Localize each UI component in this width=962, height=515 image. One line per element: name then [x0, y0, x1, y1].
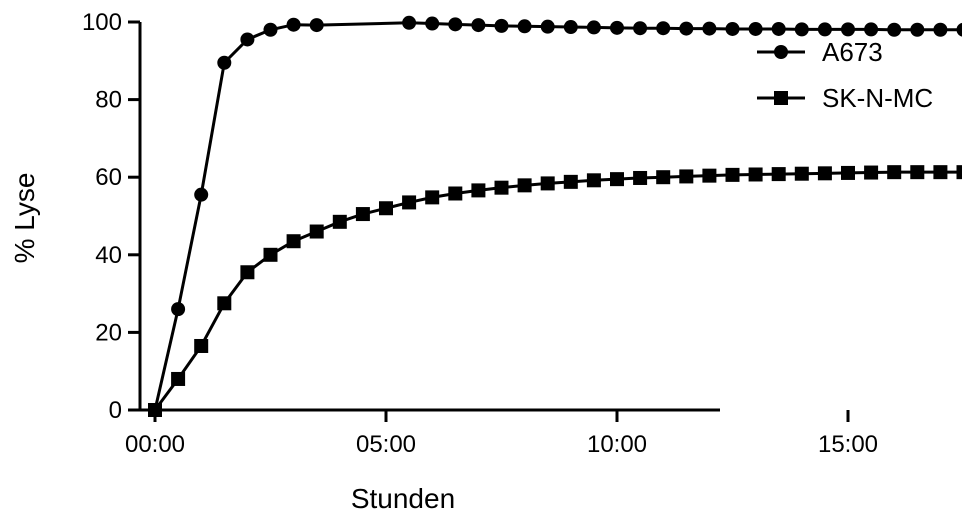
data-point: [194, 187, 209, 202]
data-point: [494, 18, 509, 33]
data-point: [702, 21, 717, 36]
data-point: [286, 234, 301, 249]
data-point: [425, 190, 440, 205]
data-point: [633, 21, 648, 36]
data-point: [910, 22, 925, 37]
data-point: [471, 18, 486, 33]
data-point: [494, 180, 509, 195]
data-point: [240, 32, 255, 47]
legend-item-a673: A673: [757, 37, 883, 67]
data-point: [610, 172, 624, 187]
data-point: [841, 165, 855, 180]
data-point: [910, 165, 925, 180]
data-point: [171, 371, 186, 386]
legend-item-sk-n-mc: SK-N-MC: [757, 83, 933, 113]
legend-marker: [774, 45, 788, 59]
data-point: [355, 207, 370, 222]
data-point: [379, 201, 393, 216]
y-tick-label: 100: [82, 9, 122, 36]
data-point: [286, 17, 301, 32]
data-point: [679, 169, 694, 184]
data-point: [263, 22, 278, 37]
data-point: [702, 168, 717, 183]
series-line: [153, 21, 962, 411]
legend-label: A673: [822, 37, 883, 67]
data-point: [448, 17, 463, 32]
legend-marker: [774, 91, 788, 105]
data-point: [217, 55, 232, 70]
data-point: [956, 22, 962, 37]
data-point: [148, 403, 162, 417]
data-point: [309, 18, 324, 33]
data-point: [240, 265, 255, 280]
x-tick-label: 05:00: [356, 431, 416, 458]
data-point: [817, 22, 832, 37]
data-point: [540, 19, 555, 34]
data-point: [956, 165, 962, 180]
data-point: [517, 19, 532, 34]
y-axis-title: % Lyse: [9, 173, 40, 264]
data-point: [540, 176, 555, 191]
data-point: [887, 22, 902, 37]
data-point: [171, 302, 186, 317]
y-tick-label: 0: [109, 397, 122, 424]
data-point: [864, 22, 879, 37]
data-point: [194, 338, 209, 353]
data-point: [217, 296, 232, 311]
data-point: [586, 173, 601, 188]
data-point: [332, 214, 347, 229]
series-line: [153, 170, 962, 411]
data-point: [656, 21, 671, 36]
data-point: [402, 15, 417, 30]
y-tick-label: 60: [95, 164, 122, 191]
data-point: [725, 21, 740, 36]
data-point: [633, 170, 648, 185]
data-point: [471, 183, 486, 198]
data-point: [817, 166, 832, 181]
data-point: [679, 21, 694, 36]
data-point: [841, 22, 855, 37]
data-point: [771, 167, 786, 182]
legend: A673 SK-N-MC: [757, 37, 933, 113]
data-point: [563, 20, 578, 35]
data-point: [794, 22, 809, 37]
data-point: [748, 21, 763, 36]
data-point: [933, 22, 948, 37]
data-point: [933, 165, 948, 180]
data-point: [610, 20, 624, 35]
x-tick-label: 15:00: [818, 431, 878, 458]
data-point: [425, 16, 440, 31]
plot-area: [148, 15, 962, 417]
data-point: [887, 165, 902, 180]
data-point: [725, 167, 740, 182]
x-axis-title: Stunden: [351, 483, 455, 514]
legend-label: SK-N-MC: [822, 83, 933, 113]
data-point: [448, 186, 463, 201]
y-tick-label: 20: [95, 319, 122, 346]
data-point: [309, 224, 324, 239]
x-tick-label: 00:00: [125, 431, 185, 458]
data-point: [586, 20, 601, 35]
data-point: [517, 178, 532, 193]
data-point: [263, 247, 278, 262]
data-point: [794, 166, 809, 181]
x-tick-label: 10:00: [587, 431, 647, 458]
data-point: [402, 195, 417, 210]
data-point: [771, 21, 786, 36]
data-point: [563, 174, 578, 189]
series-sk-n-mc: [148, 165, 962, 417]
data-point: [748, 167, 763, 182]
data-point: [864, 165, 879, 180]
y-tick-label: 80: [95, 87, 122, 114]
series-a673: [148, 15, 962, 417]
y-tick-label: 40: [95, 242, 122, 269]
data-point: [656, 170, 671, 185]
